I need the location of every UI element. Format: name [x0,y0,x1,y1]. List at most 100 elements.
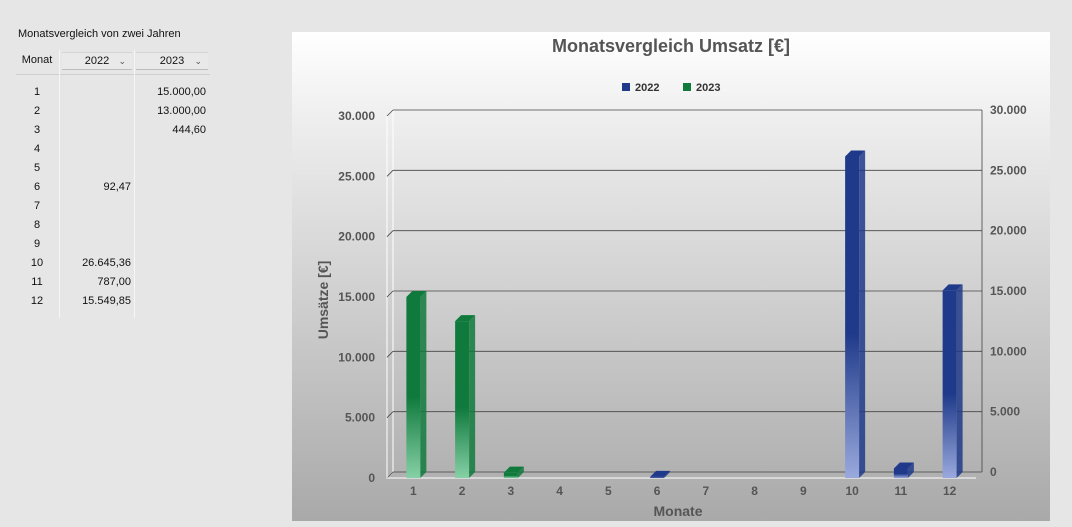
cell-month: 7 [33,200,41,212]
bar-side-2023-1 [420,291,427,478]
legend-label-2022: 2022 [635,82,659,94]
grid-lines [386,108,983,480]
y2-tick-label: 0 [990,465,997,479]
cell-month: 9 [33,238,41,250]
legend-swatch-2023 [683,83,691,91]
cell-2023: 15.000,00 [157,86,206,98]
y2-tick-label: 25.000 [990,163,1027,177]
year-2023-dropdown[interactable]: 2023 ⌄ [136,52,208,70]
grid-line [386,109,394,117]
table-row: 2 13.000,00 [16,102,210,121]
chart-area: Monatsvergleich Umsatz [€] Monate Umsätz… [292,32,1050,521]
x-tick-label: 12 [943,484,957,498]
cell-2022: 92,47 [103,181,131,193]
y2-tick-label: 20.000 [990,224,1027,238]
x-tick-label: 2 [459,484,466,498]
bar-2023-3 [503,472,518,478]
cell-2023: 444,60 [172,124,206,136]
table-header: Monat 2022 ⌄ 2023 ⌄ [16,50,210,72]
table-row: 11 787,00 [16,273,210,292]
table-row: 5 [16,159,210,178]
x-axis-title: Monate [654,503,703,519]
bar-2023-1 [406,297,421,478]
bar-top-2023-3 [503,466,524,473]
table-row: 9 [16,235,210,254]
cell-month: 11 [31,276,43,288]
cell-month: 4 [33,143,41,155]
y-tick-label: 15.000 [338,290,375,304]
cell-month: 5 [33,162,41,174]
grid-line [386,411,394,418]
y2-tick-label: 15.000 [990,284,1027,298]
column-divider [59,50,60,318]
cell-month: 12 [30,295,44,307]
x-tick-label: 3 [508,484,515,498]
grid-line [386,351,394,358]
cell-month: 3 [33,124,41,136]
cell-month: 10 [30,257,44,269]
table-row: 1 15.000,00 [16,83,210,102]
bar-chart: Monatsvergleich Umsatz [€] Monate Umsätz… [315,36,1027,519]
legend-label-2023: 2023 [696,82,720,94]
table-row: 4 [16,140,210,159]
x-tick-label: 1 [410,484,417,498]
y-tick-label: 20.000 [338,230,375,244]
grid-line [386,170,394,177]
tick-labels: 0 0 5.000 5.000 10.000 10.000 15.000 15.000 20.0… [338,103,1027,498]
bar-side-2022-10 [859,150,866,479]
cell-2022: 26.645,36 [82,257,131,269]
y-tick-label: 0 [368,471,375,485]
bar-top-2023-1 [406,291,427,297]
cell-month: 8 [33,219,41,231]
cell-month: 1 [33,86,41,98]
bar-2022-10 [845,156,860,479]
bar-top-2023-2 [455,315,476,322]
y-tick-label: 25.000 [338,169,375,183]
bar-2022-12 [942,290,957,478]
x-tick-label: 5 [605,484,612,498]
cell-2022: 15.549,85 [82,295,131,307]
header-divider [16,74,210,75]
chart-title: Monatsvergleich Umsatz [€] [552,36,790,56]
year-2023-label: 2023 [159,55,185,67]
legend-swatch-2022 [622,83,630,91]
cell-2023: 13.000,00 [157,105,206,117]
table-row: 6 92,47 [16,178,210,197]
table-row: 8 [16,216,210,235]
x-tick-label: 9 [800,484,807,498]
bars [406,150,963,479]
chevron-down-icon: ⌄ [118,56,126,66]
table-row: 3 444,60 [16,121,210,140]
grid-line [386,230,394,237]
y2-tick-label: 30.000 [990,103,1027,117]
cell-2022: 787,00 [97,276,131,288]
x-tick-label: 10 [845,484,859,498]
bar-side-2022-11 [907,462,914,478]
x-tick-label: 6 [654,484,661,498]
bar-side-2023-2 [469,315,476,478]
column-divider [134,50,135,318]
cell-month: 2 [33,105,41,117]
y2-tick-label: 5.000 [990,405,1020,419]
y2-tick-label: 10.000 [990,344,1027,358]
bar-2022-11 [893,468,908,478]
bar-side-2023-3 [517,466,524,478]
bar-top-2022-12 [942,284,963,291]
bar-2023-2 [455,321,470,478]
bar-top-2022-11 [893,462,914,469]
year-2022-dropdown[interactable]: 2022 ⌄ [62,52,132,70]
y-axis-title: Umsätze [€] [315,261,331,340]
bar-top-2022-6 [650,470,671,477]
header-month: Monat [21,54,53,66]
y-tick-label: 10.000 [338,350,375,364]
cell-month: 6 [33,181,41,193]
chevron-down-icon: ⌄ [194,56,202,66]
table-row: 10 26.645,36 [16,254,210,273]
x-tick-label: 8 [751,484,758,498]
table-body: 1 15.000,00 2 13.000,00 3 444,60 4 5 6 92,47 7 8 9 10… [16,83,210,311]
year-2022-label: 2022 [84,55,110,67]
x-tick-label: 4 [556,484,563,498]
y-tick-label: 5.000 [345,411,375,425]
grid-line [386,471,394,479]
bar-2022-6 [650,476,665,478]
